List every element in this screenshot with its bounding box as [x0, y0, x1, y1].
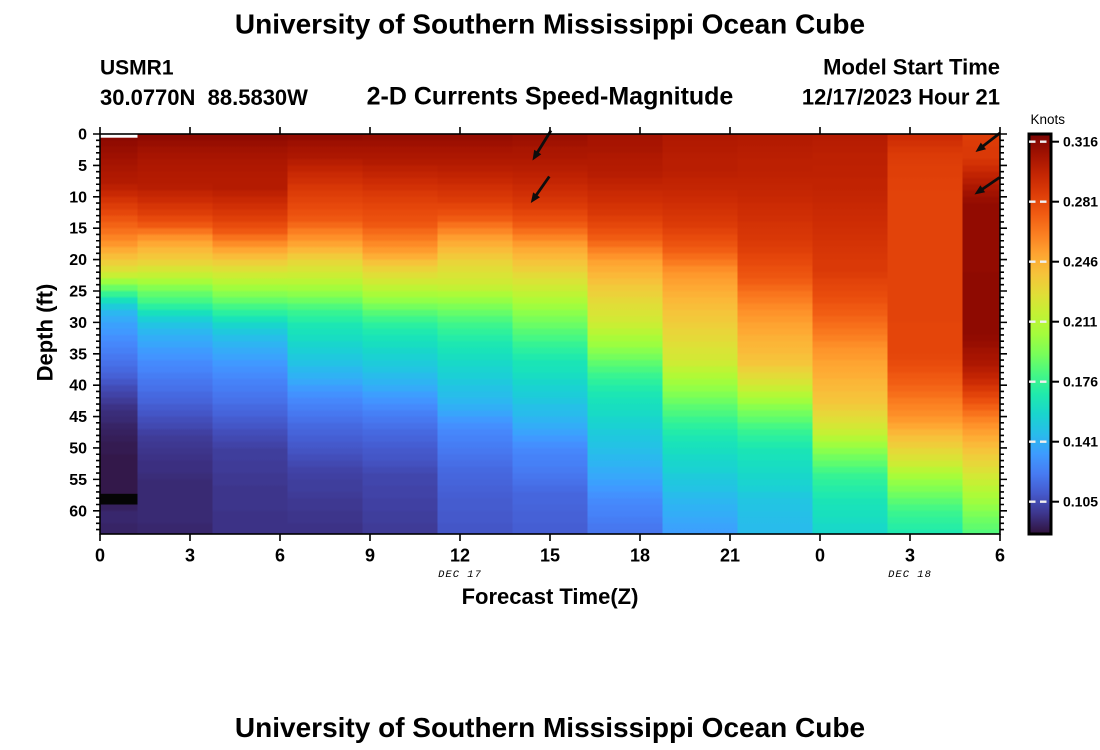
svg-text:5: 5	[78, 158, 87, 175]
svg-text:0: 0	[78, 127, 87, 144]
svg-text:DEC 17: DEC 17	[438, 569, 482, 581]
svg-text:20: 20	[69, 252, 87, 269]
svg-text:0: 0	[95, 546, 105, 566]
svg-text:60: 60	[69, 503, 87, 520]
svg-text:0.176: 0.176	[1063, 374, 1098, 390]
svg-text:6: 6	[275, 546, 285, 566]
svg-text:USMR1: USMR1	[100, 57, 174, 80]
svg-text:25: 25	[69, 283, 87, 300]
svg-text:Forecast Time(Z): Forecast Time(Z)	[462, 584, 639, 609]
svg-text:45: 45	[69, 409, 87, 426]
svg-text:0.316: 0.316	[1063, 134, 1098, 150]
svg-text:15: 15	[69, 221, 87, 238]
svg-text:9: 9	[365, 546, 375, 566]
svg-text:0.141: 0.141	[1063, 434, 1098, 450]
svg-text:12/17/2023 Hour 21: 12/17/2023 Hour 21	[802, 85, 1000, 110]
svg-text:Depth (ft): Depth (ft)	[33, 284, 58, 382]
svg-text:10: 10	[69, 189, 87, 206]
svg-text:Knots: Knots	[1031, 112, 1066, 127]
svg-text:15: 15	[540, 546, 560, 566]
svg-text:0.105: 0.105	[1063, 494, 1098, 510]
svg-text:50: 50	[69, 440, 87, 457]
svg-text:Model Start Time: Model Start Time	[823, 55, 1000, 80]
svg-text:18: 18	[630, 546, 650, 566]
svg-text:2-D Currents Speed-Magnitude: 2-D Currents Speed-Magnitude	[367, 83, 734, 111]
svg-text:55: 55	[69, 472, 87, 489]
svg-text:3: 3	[185, 546, 195, 566]
svg-text:0: 0	[815, 546, 825, 566]
svg-text:12: 12	[450, 546, 470, 566]
svg-text:3: 3	[905, 546, 915, 566]
svg-text:University of Southern Mississ: University of Southern Mississippi Ocean…	[235, 712, 865, 743]
svg-text:6: 6	[995, 546, 1005, 566]
svg-text:0.211: 0.211	[1063, 314, 1097, 330]
svg-text:DEC 18: DEC 18	[888, 569, 932, 581]
svg-text:0.246: 0.246	[1063, 254, 1098, 270]
svg-text:35: 35	[69, 346, 87, 363]
svg-text:0.281: 0.281	[1063, 194, 1098, 210]
svg-text:30.0770N 88.5830W: 30.0770N 88.5830W	[100, 85, 308, 110]
svg-text:40: 40	[69, 378, 87, 395]
svg-text:21: 21	[720, 546, 740, 566]
svg-text:University of Southern Mississ: University of Southern Mississippi Ocean…	[235, 9, 865, 40]
svg-text:30: 30	[69, 315, 87, 332]
